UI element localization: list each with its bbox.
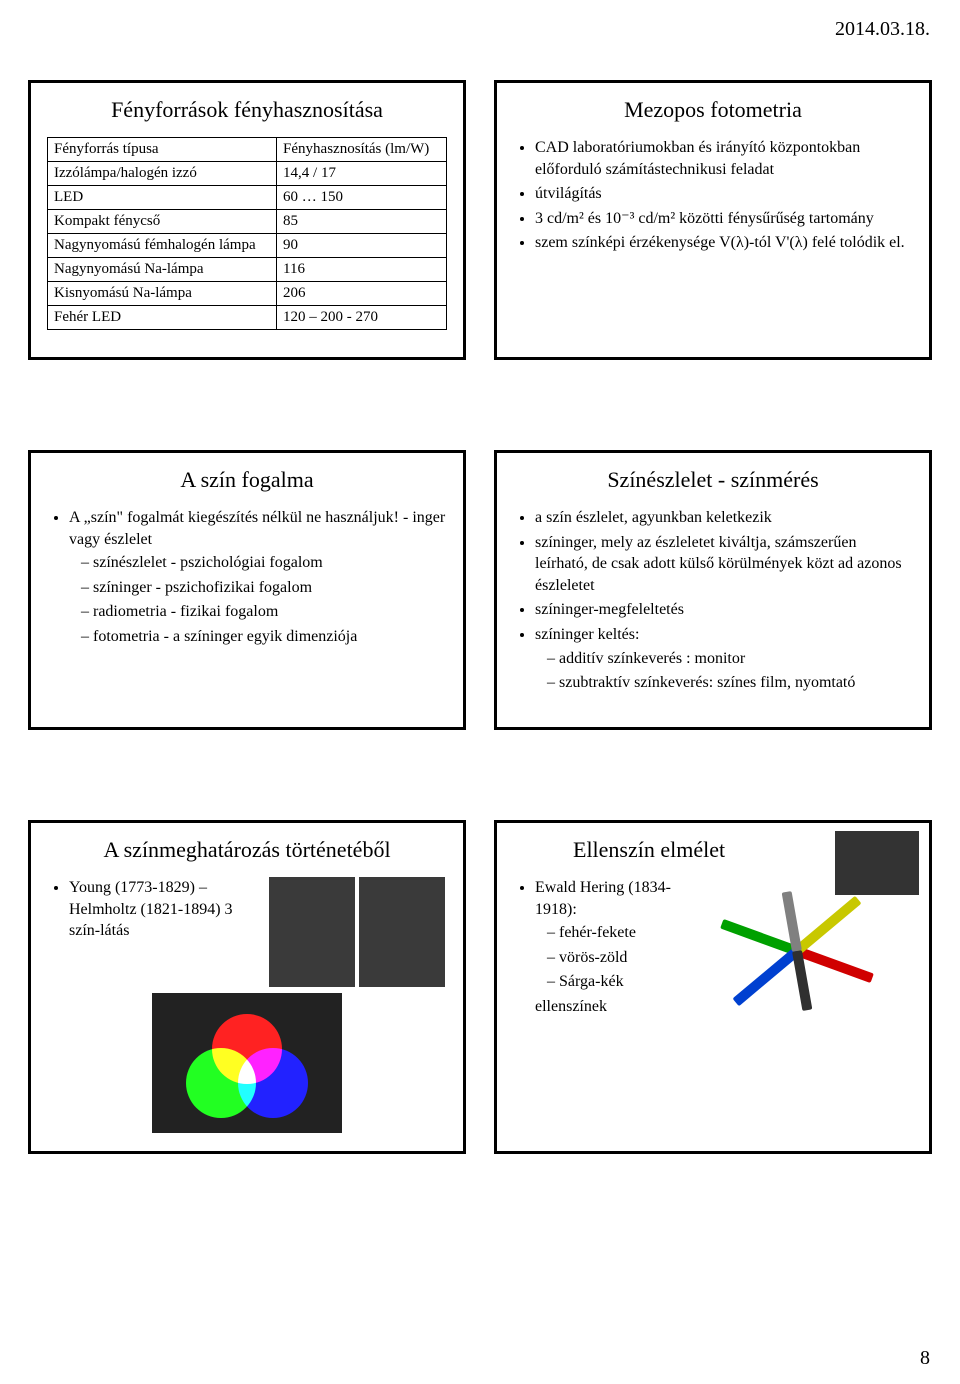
- table-row: Fehér LED120 – 200 - 270: [48, 306, 447, 330]
- panel-title: A szín fogalma: [47, 467, 447, 493]
- list-item: színinger keltés: additív színkeverés : …: [535, 624, 913, 694]
- rgb-mixing-diagram: [152, 993, 342, 1133]
- lead-text: Ewald Hering (1834-1918):: [535, 879, 671, 918]
- sub-item: radiometria - fizikai fogalom: [81, 601, 447, 623]
- bullet-list: A „szín" fogalmát kiegészítés nélkül ne …: [47, 507, 447, 648]
- table-row: Nagynyomású fémhalogén lámpa90: [48, 234, 447, 258]
- panel-title: A színmeghatározás történetéből: [47, 837, 447, 863]
- bullet-list: a szín észlelet, agyunkban keletkezik sz…: [513, 507, 913, 694]
- sub-item: fehér-fekete: [547, 922, 673, 944]
- panel-mesopic: Mezopos fotometria CAD laboratóriumokban…: [494, 80, 932, 360]
- table-row: Kompakt fénycső85: [48, 210, 447, 234]
- sub-item: Sárga-kék: [547, 971, 673, 993]
- sub-item: vörös-zöld: [547, 947, 673, 969]
- table-row: LED60 … 150: [48, 186, 447, 210]
- list-item: színinger-megfeleltetés: [535, 599, 913, 621]
- axis-yellow-icon: [794, 896, 862, 955]
- light-source-table: Fényforrás típusa Fényhasznosítás (lm/W)…: [47, 137, 447, 330]
- axis-red-icon: [795, 946, 874, 983]
- panel-color-concept: A szín fogalma A „szín" fogalmát kiegész…: [28, 450, 466, 730]
- sub-item: színészlelet - pszichológiai fogalom: [81, 552, 447, 574]
- panel-title: Fényforrások fényhasznosítása: [47, 97, 447, 123]
- table-row: Izzólámpa/halogén izzó14,4 / 17: [48, 162, 447, 186]
- panel-color-perception: Színészlelet - színmérés a szín észlelet…: [494, 450, 932, 730]
- col-header: Fényhasznosítás (lm/W): [277, 138, 447, 162]
- portrait-pair: [267, 877, 447, 987]
- list-item: szem színképi érzékenysége V(λ)-tól V'(λ…: [535, 232, 913, 254]
- lead-text: A „szín" fogalmát kiegészítés nélkül ne …: [69, 509, 445, 548]
- list-item: útvilágítás: [535, 183, 913, 205]
- opponent-axes-diagram: [712, 881, 882, 1011]
- slide-grid: Fényforrások fényhasznosítása Fényforrás…: [28, 80, 932, 1154]
- table-row: Kisnyomású Na-lámpa206: [48, 282, 447, 306]
- sub-list: fehér-fekete vörös-zöld Sárga-kék: [535, 922, 673, 993]
- page-date: 2014.03.18.: [835, 18, 930, 41]
- sub-list: additív színkeverés : monitor szubtraktí…: [535, 648, 913, 694]
- sub-list: színészlelet - pszichológiai fogalom szí…: [69, 552, 447, 647]
- rgb-venn-icon: [172, 1008, 322, 1118]
- table-header-row: Fényforrás típusa Fényhasznosítás (lm/W): [48, 138, 447, 162]
- sub-item: additív színkeverés : monitor: [547, 648, 913, 670]
- list-item: Ewald Hering (1834-1918): fehér-fekete v…: [535, 877, 673, 1018]
- panel-light-sources: Fényforrások fényhasznosítása Fényforrás…: [28, 80, 466, 360]
- helmholtz-portrait-icon: [359, 877, 445, 987]
- page-number: 8: [920, 1347, 930, 1370]
- young-portrait-icon: [269, 877, 355, 987]
- bullet-list: Ewald Hering (1834-1918): fehér-fekete v…: [513, 877, 673, 1021]
- blue-circle-icon: [238, 1048, 308, 1118]
- list-item: CAD laboratóriumokban és irányító közpon…: [535, 137, 913, 180]
- panel-title: Színészlelet - színmérés: [513, 467, 913, 493]
- bullet-list: CAD laboratóriumokban és irányító közpon…: [513, 137, 913, 254]
- panel-color-history: A színmeghatározás történetéből Young (1…: [28, 820, 466, 1154]
- list-item: A „szín" fogalmát kiegészítés nélkül ne …: [69, 507, 447, 648]
- panel-opponent-color: Ellenszín elmélet Ewald Hering (1834-191…: [494, 820, 932, 1154]
- list-item: 3 cd/m² és 10⁻³ cd/m² közötti fénysűrűsé…: [535, 208, 913, 230]
- lead-text: színinger keltés:: [535, 626, 639, 643]
- panel-title: Mezopos fotometria: [513, 97, 913, 123]
- col-header: Fényforrás típusa: [48, 138, 277, 162]
- table-row: Nagynyomású Na-lámpa116: [48, 258, 447, 282]
- list-item: Young (1773-1829) – Helmholtz (1821-1894…: [69, 877, 257, 942]
- list-item: színinger, mely az észleletet kiváltja, …: [535, 532, 913, 597]
- tail-text: ellenszínek: [535, 998, 607, 1015]
- sub-item: fotometria - a színinger egyik dimenziój…: [81, 626, 447, 648]
- sub-item: színinger - pszichofizikai fogalom: [81, 577, 447, 599]
- bullet-list: Young (1773-1829) – Helmholtz (1821-1894…: [47, 877, 257, 945]
- sub-item: szubtraktív színkeverés: színes film, ny…: [547, 672, 913, 694]
- list-item: a szín észlelet, agyunkban keletkezik: [535, 507, 913, 529]
- axis-blue-icon: [733, 947, 801, 1006]
